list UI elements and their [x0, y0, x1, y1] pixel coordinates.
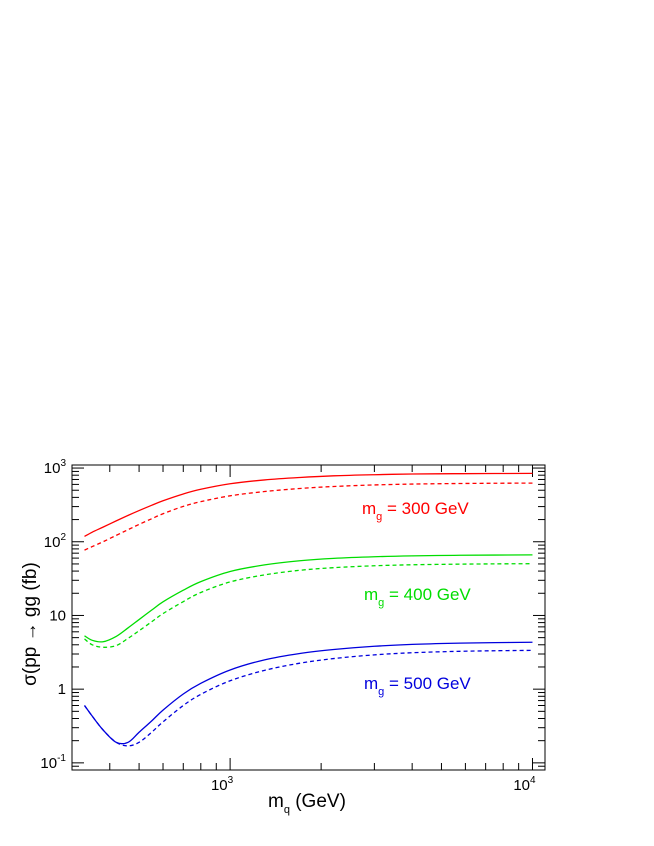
series-label-subscript: g	[376, 511, 382, 523]
series-0-solid-line	[84, 472, 533, 538]
y-tick-label: 102	[44, 532, 67, 551]
series-label-tail: = 400 GeV	[384, 585, 471, 604]
x-tick-label-exponent: 4	[530, 775, 536, 786]
y-tick-label-base: 10	[44, 460, 61, 477]
x-axis-title-tail: (GeV)	[290, 791, 346, 812]
x-tick-label-base: 10	[211, 777, 228, 794]
major-ticks	[72, 465, 545, 770]
x-axis-title: mq (GeV)	[268, 791, 346, 816]
y-tick-label-exponent: 2	[60, 532, 66, 543]
y-tick-label-exponent: -1	[57, 753, 66, 764]
series-label-main: m	[362, 499, 376, 518]
series-0-label: mg = 300 GeV	[362, 499, 469, 523]
x-axis-title-subscript: q	[284, 804, 290, 816]
y-axis-title: σ(pp → gg (fb)	[20, 562, 41, 686]
y-tick-label: 103	[44, 458, 67, 477]
series-label-main: m	[364, 585, 378, 604]
series-label-tail: = 500 GeV	[384, 674, 471, 693]
y-tick-label: 10-1	[40, 753, 66, 772]
series-lines	[83, 472, 533, 747]
series-label-subscript: g	[378, 686, 384, 698]
y-tick-label: 10	[49, 607, 66, 624]
minor-ticks	[71, 465, 545, 771]
series-1-solid-line	[84, 554, 533, 643]
series-1-label: mg = 400 GeV	[364, 585, 471, 609]
series-label-main: m	[364, 674, 378, 693]
series-label-subscript: g	[378, 597, 384, 609]
series-0-dashed-line	[84, 482, 533, 551]
series-2-solid-line	[83, 641, 533, 745]
series-2-dashed-line	[83, 649, 533, 747]
series-2-label: mg = 500 GeV	[364, 674, 471, 698]
x-tick-label: 103	[211, 775, 234, 794]
x-tick-label-base: 10	[513, 777, 530, 794]
y-tick-label-exponent: 3	[60, 458, 66, 469]
plot-frame	[71, 464, 546, 771]
x-tick-label: 104	[513, 775, 536, 794]
y-tick-label-base: 10	[44, 534, 61, 551]
x-tick-label-exponent: 3	[228, 775, 234, 786]
y-tick-label-base: 10	[40, 755, 57, 772]
series-1-dashed-line	[84, 563, 533, 648]
series-label-tail: = 300 GeV	[382, 499, 469, 518]
y-tick-label: 1	[58, 681, 66, 698]
